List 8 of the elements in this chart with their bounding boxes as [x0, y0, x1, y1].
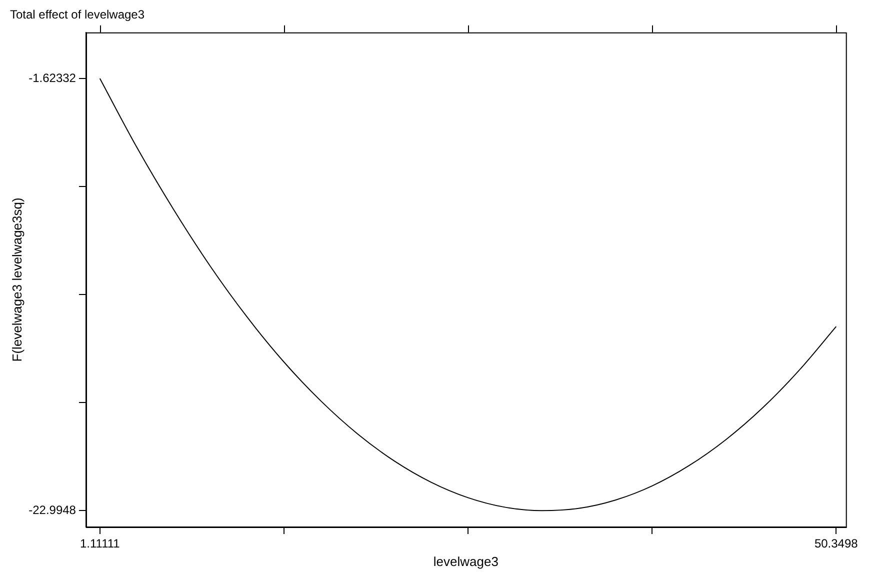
y-tick-label: -1.62332	[28, 70, 76, 85]
chart-title: Total effect of levelwage3	[10, 8, 145, 22]
line-series	[99, 78, 837, 512]
x-tick-label: 1.11111	[80, 536, 120, 551]
x-axis-title: levelwage3	[433, 554, 498, 569]
y-axis-title: F(levelwage3 levelwage3sq)	[9, 198, 24, 362]
x-tick-label: 50.3498	[814, 536, 858, 551]
y-tick-label: -22.9948	[28, 503, 76, 518]
